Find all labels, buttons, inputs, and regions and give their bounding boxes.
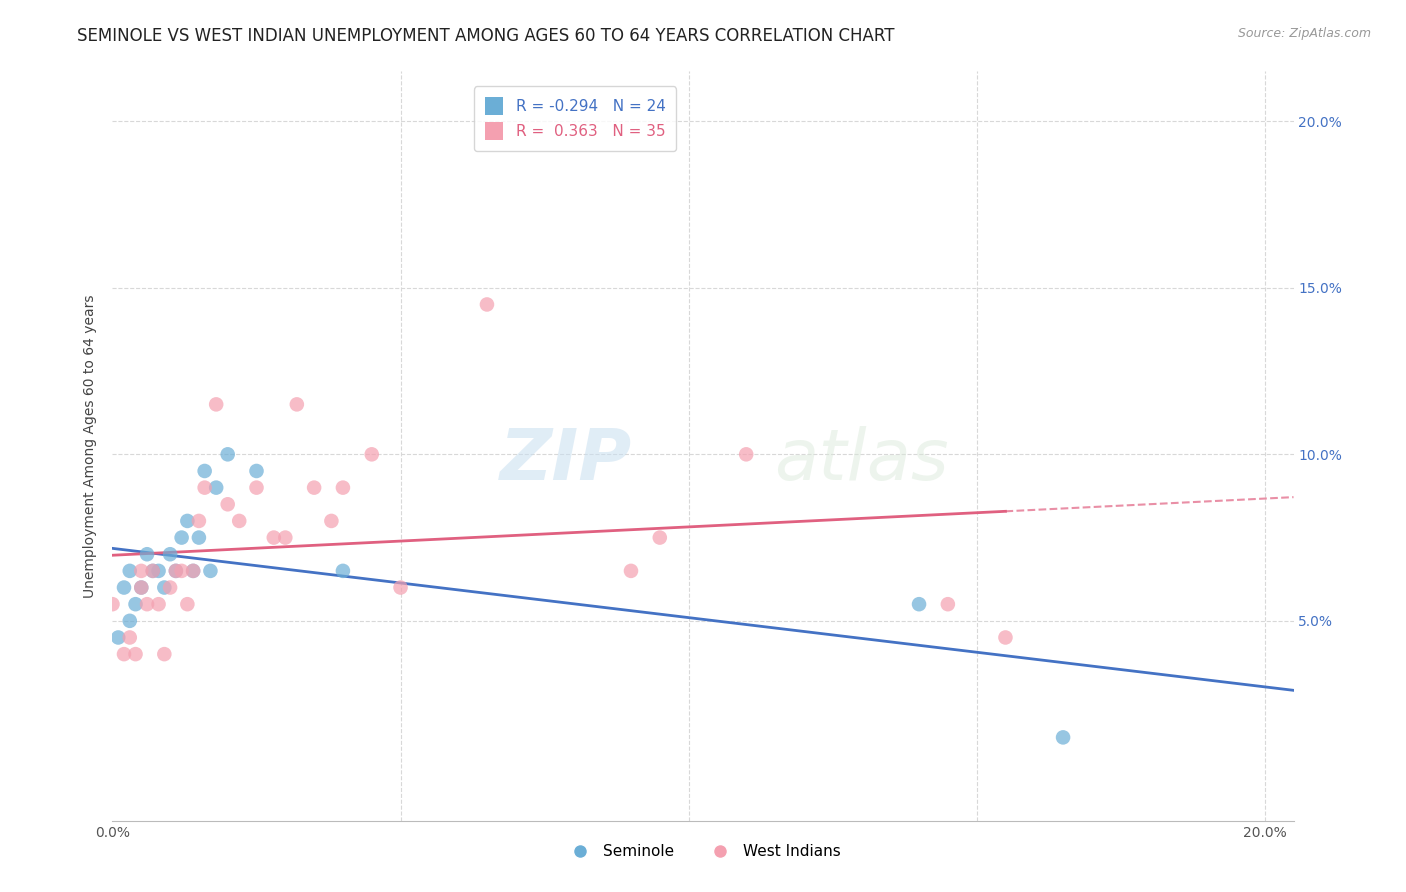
Point — [360, 447, 382, 461]
Point — [205, 397, 228, 411]
Legend: Seminole, West Indians: Seminole, West Indians — [560, 838, 846, 865]
Point — [142, 564, 165, 578]
Point — [129, 581, 152, 595]
Point — [1052, 731, 1074, 745]
Point — [129, 564, 152, 578]
Point — [228, 514, 250, 528]
Point — [153, 647, 176, 661]
Point — [205, 481, 228, 495]
Point — [994, 631, 1017, 645]
Point — [217, 447, 239, 461]
Point — [936, 597, 959, 611]
Point — [285, 397, 308, 411]
Point — [124, 647, 146, 661]
Point — [101, 597, 124, 611]
Point — [159, 547, 181, 561]
Point — [321, 514, 343, 528]
Point — [112, 647, 135, 661]
Point — [153, 581, 176, 595]
Point — [118, 564, 141, 578]
Point — [263, 531, 285, 545]
Point — [118, 614, 141, 628]
Point — [159, 581, 181, 595]
Point — [181, 564, 204, 578]
Point — [245, 464, 267, 478]
Point — [170, 564, 193, 578]
Point — [274, 531, 297, 545]
Point — [165, 564, 187, 578]
Point — [217, 497, 239, 511]
Y-axis label: Unemployment Among Ages 60 to 64 years: Unemployment Among Ages 60 to 64 years — [83, 294, 97, 598]
Point — [302, 481, 325, 495]
Point — [142, 564, 165, 578]
Text: Source: ZipAtlas.com: Source: ZipAtlas.com — [1237, 27, 1371, 40]
Point — [245, 481, 267, 495]
Point — [908, 597, 931, 611]
Point — [118, 631, 141, 645]
Text: atlas: atlas — [773, 426, 949, 495]
Point — [165, 564, 187, 578]
Point — [200, 564, 222, 578]
Point — [648, 531, 671, 545]
Text: ZIP: ZIP — [501, 426, 633, 495]
Point — [176, 514, 198, 528]
Text: SEMINOLE VS WEST INDIAN UNEMPLOYMENT AMONG AGES 60 TO 64 YEARS CORRELATION CHART: SEMINOLE VS WEST INDIAN UNEMPLOYMENT AMO… — [77, 27, 894, 45]
Point — [332, 564, 354, 578]
Point — [148, 597, 170, 611]
Point — [194, 464, 217, 478]
Point — [181, 564, 204, 578]
Point — [170, 531, 193, 545]
Point — [148, 564, 170, 578]
Point — [735, 447, 758, 461]
Point — [112, 581, 135, 595]
Point — [136, 547, 159, 561]
Point — [332, 481, 354, 495]
Point — [129, 581, 152, 595]
Point — [194, 481, 217, 495]
Point — [124, 597, 146, 611]
Point — [389, 581, 412, 595]
Point — [475, 297, 498, 311]
Point — [620, 564, 643, 578]
Point — [107, 631, 129, 645]
Point — [136, 597, 159, 611]
Point — [187, 531, 209, 545]
Point — [176, 597, 198, 611]
Point — [187, 514, 209, 528]
